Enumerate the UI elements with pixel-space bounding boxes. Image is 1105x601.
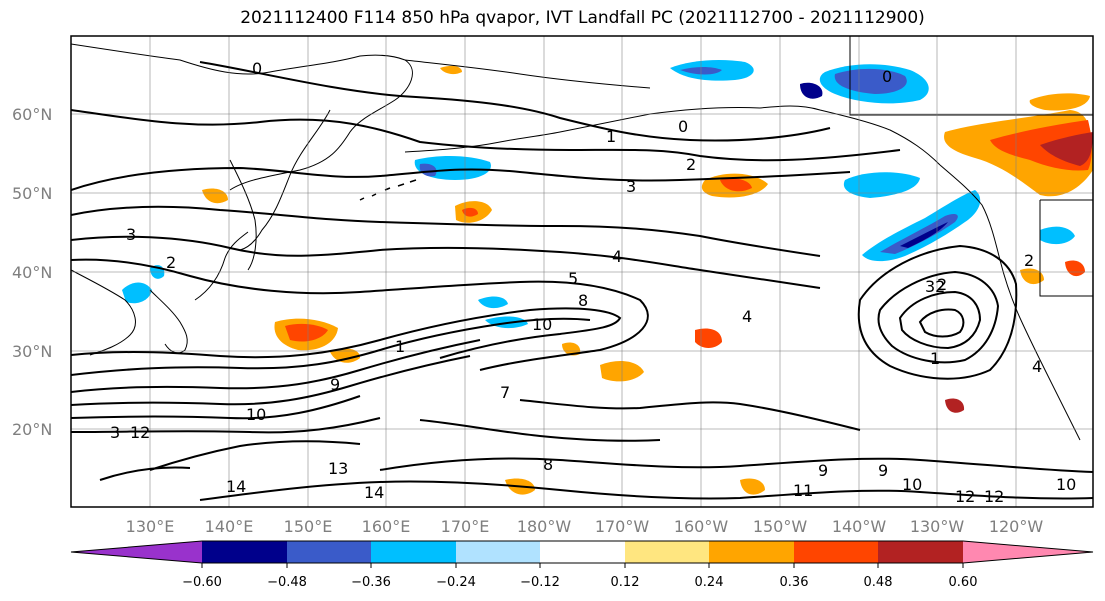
longitude-labels: 130°E 140°E 150°E 160°E 170°E 180°W 170°… xyxy=(126,517,1044,536)
colorbar-tick-label: 0.48 xyxy=(864,575,893,590)
contour-label: 7 xyxy=(500,383,510,402)
lon-label: 170°W xyxy=(595,517,650,536)
colorbar-swatch xyxy=(202,541,287,563)
ivt-contours xyxy=(71,61,1093,501)
lon-label: 140°E xyxy=(205,517,254,536)
contour-labels: 0 0 0 1 1 2 2 2 3 3 4 4 4 5 7 8 8 9 9 9 … xyxy=(110,59,1076,506)
contour-label: 2 xyxy=(1024,251,1034,270)
contour-label: 3 xyxy=(110,423,120,442)
lon-label: 140°W xyxy=(832,517,887,536)
anomaly-shading xyxy=(122,60,1093,495)
contour-label: 1 xyxy=(395,337,405,356)
map-background xyxy=(71,36,1093,507)
lat-label-60n: 60°N xyxy=(12,105,52,124)
colorbar-tick-label: 0.36 xyxy=(780,575,809,590)
contour-label: 5 xyxy=(568,269,578,288)
lat-label-50n: 50°N xyxy=(12,184,52,203)
colorbar-swatch xyxy=(287,541,371,563)
map-title: 2021112400 F114 850 hPa qvapor, IVT Land… xyxy=(240,8,925,28)
contour-label: 14 xyxy=(364,483,384,502)
lat-label-40n: 40°N xyxy=(12,263,52,282)
colorbar-swatch xyxy=(963,541,1093,563)
colorbar: −0.60 −0.48 −0.36 −0.24 −0.12 0.12 0.24 … xyxy=(70,540,1094,590)
colorbar-tick-label: −0.36 xyxy=(351,575,391,590)
contour-label: 2 xyxy=(686,155,696,174)
coastlines xyxy=(71,36,1093,441)
lon-label: 160°W xyxy=(674,517,729,536)
colorbar-tick-label: −0.48 xyxy=(267,575,307,590)
contour-label: 0 xyxy=(678,117,688,136)
contour-label: 0 xyxy=(252,59,262,78)
lon-label: 150°W xyxy=(753,517,808,536)
contour-label: 12 xyxy=(130,423,150,442)
contour-label: 13 xyxy=(328,459,348,478)
latitude-labels: 60°N 50°N 40°N 30°N 20°N xyxy=(12,105,52,439)
lon-label: 170°E xyxy=(441,517,490,536)
colorbar-swatch xyxy=(709,541,794,563)
contour-label: 8 xyxy=(543,455,553,474)
contour-label: 10 xyxy=(1056,475,1076,494)
contour-label: 4 xyxy=(742,307,752,326)
contour-label: 1 xyxy=(930,349,940,368)
colorbar-tick-label: −0.24 xyxy=(436,575,476,590)
contour-label: 10 xyxy=(532,315,552,334)
contour-label: 10 xyxy=(246,405,266,424)
colorbar-tick-label: 0.12 xyxy=(611,575,640,590)
lon-label: 130°E xyxy=(126,517,175,536)
colorbar-swatch xyxy=(371,541,456,563)
contour-label: 3 xyxy=(126,225,136,244)
lat-label-30n: 30°N xyxy=(12,342,52,361)
colorbar-tick-label: −0.60 xyxy=(182,575,222,590)
contour-label: 0 xyxy=(882,67,892,86)
lon-label: 180°W xyxy=(517,517,572,536)
contour-label: 9 xyxy=(330,375,340,394)
contour-label: 8 xyxy=(578,291,588,310)
lon-label: 120°W xyxy=(989,517,1044,536)
lon-label: 130°W xyxy=(910,517,965,536)
contour-label: 32 xyxy=(925,277,945,296)
contour-label: 4 xyxy=(1032,357,1042,376)
contour-label: 3 xyxy=(626,177,636,196)
contour-label: 12 xyxy=(955,487,975,506)
contour-label: 2 xyxy=(937,275,947,294)
contour-label: 11 xyxy=(793,481,813,500)
colorbar-swatch xyxy=(540,541,625,563)
colorbar-swatch xyxy=(71,541,202,563)
lat-label-20n: 20°N xyxy=(12,420,52,439)
gridlines xyxy=(71,36,1093,507)
colorbar-swatch xyxy=(878,541,963,563)
contour-label: 14 xyxy=(226,477,246,496)
colorbar-swatch xyxy=(794,541,878,563)
contour-label: 1 xyxy=(606,127,616,146)
map-frame xyxy=(70,35,1094,508)
contour-label: 9 xyxy=(818,461,828,480)
contour-label: 9 xyxy=(878,461,888,480)
contour-label: 4 xyxy=(612,247,622,266)
contour-label: 12 xyxy=(984,487,1004,506)
colorbar-swatch xyxy=(456,541,540,563)
colorbar-swatch xyxy=(625,541,709,563)
colorbar-tick-label: 0.60 xyxy=(949,575,978,590)
colorbar-tick-label: −0.12 xyxy=(520,575,560,590)
contour-label: 10 xyxy=(902,475,922,494)
colorbar-tick-label: 0.24 xyxy=(695,575,724,590)
contour-label: 2 xyxy=(166,253,176,272)
lon-label: 150°E xyxy=(284,517,333,536)
lon-label: 160°E xyxy=(362,517,411,536)
